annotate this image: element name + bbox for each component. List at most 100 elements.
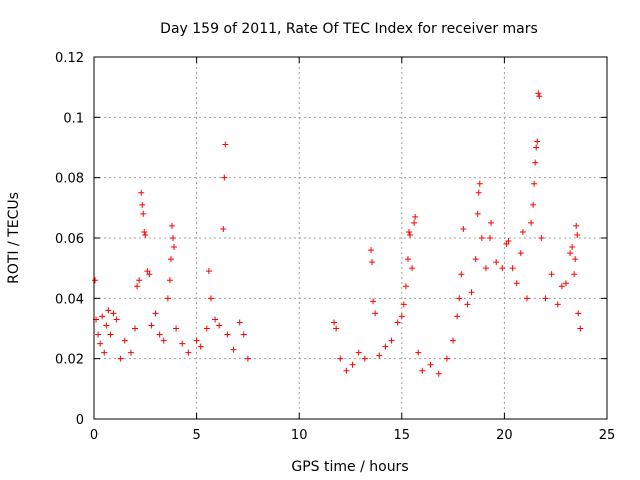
- data-point: [533, 144, 540, 151]
- data-point: [475, 189, 482, 196]
- data-point: [464, 301, 471, 308]
- data-point: [107, 331, 114, 338]
- data-point: [554, 301, 561, 308]
- data-point: [456, 295, 463, 302]
- data-point: [534, 138, 541, 145]
- data-point: [528, 219, 535, 226]
- data-point: [134, 283, 141, 290]
- data-point: [156, 331, 163, 338]
- data-point: [117, 355, 124, 362]
- data-point: [530, 201, 537, 208]
- data-point: [349, 361, 356, 368]
- data-point: [488, 219, 495, 226]
- y-tick-label: 0.06: [55, 232, 84, 247]
- data-point: [562, 280, 569, 287]
- data-point: [450, 337, 457, 344]
- data-point: [400, 301, 407, 308]
- data-point: [148, 322, 155, 329]
- data-point: [369, 259, 376, 266]
- axis-tick-labels: 0 5 10 15 20 25 0 0.02 0.04 0.06 0.08 0.1 0.12: [55, 51, 615, 443]
- data-point: [105, 307, 112, 314]
- data-point: [548, 271, 555, 278]
- data-point: [142, 231, 149, 238]
- axis-ticks: [93, 56, 608, 420]
- data-point: [487, 235, 494, 241]
- chart-title: Day 159 of 2011, Rate Of TEC Index for r…: [160, 21, 538, 37]
- x-tick-label: 15: [394, 428, 411, 443]
- data-points: [92, 90, 584, 377]
- data-point: [503, 241, 510, 248]
- x-tick-label: 25: [599, 428, 616, 443]
- y-tick-label: 0.04: [55, 292, 84, 307]
- data-point: [454, 313, 461, 320]
- y-tick-label: 0.08: [55, 172, 84, 187]
- data-point: [531, 180, 538, 187]
- data-point: [173, 325, 180, 332]
- data-point: [558, 283, 565, 290]
- y-tick-label: 0.1: [63, 111, 84, 126]
- y-tick-label: 0: [76, 413, 84, 428]
- data-point: [513, 280, 520, 287]
- data-point: [236, 319, 243, 326]
- data-point: [205, 268, 212, 275]
- data-point: [222, 141, 229, 148]
- data-point: [499, 265, 506, 272]
- data-point: [343, 367, 350, 374]
- data-point: [574, 231, 581, 238]
- data-point: [216, 322, 223, 329]
- data-point: [230, 346, 237, 353]
- data-point: [569, 244, 576, 251]
- data-point: [244, 355, 251, 362]
- data-point: [404, 256, 411, 263]
- data-point: [407, 231, 414, 238]
- data-point: [121, 337, 128, 344]
- data-point: [212, 316, 219, 323]
- data-point: [572, 256, 579, 263]
- data-point: [458, 271, 465, 278]
- data-point: [519, 228, 526, 235]
- data-point: [405, 228, 412, 235]
- data-point: [398, 313, 405, 320]
- data-point: [538, 235, 545, 241]
- data-point: [573, 222, 580, 229]
- data-point: [146, 271, 153, 278]
- data-point: [474, 210, 481, 217]
- x-axis-label: GPS time / hours: [291, 459, 408, 475]
- data-point: [575, 310, 582, 317]
- data-point: [376, 352, 383, 359]
- y-axis-label: ROTI / TECUs: [6, 192, 22, 284]
- data-point: [523, 295, 530, 302]
- data-point: [207, 295, 214, 302]
- data-point: [224, 331, 231, 338]
- data-point: [171, 244, 178, 251]
- data-point: [532, 159, 539, 166]
- data-point: [372, 310, 379, 317]
- data-point: [355, 349, 362, 356]
- y-tick-label: 0.12: [55, 51, 84, 66]
- data-point: [535, 90, 542, 97]
- data-point: [95, 331, 102, 338]
- data-point: [388, 337, 395, 344]
- data-point: [203, 325, 210, 332]
- data-point: [164, 295, 171, 302]
- data-point: [368, 247, 375, 254]
- data-point: [517, 250, 524, 257]
- data-point: [402, 283, 409, 290]
- x-tick-label: 20: [496, 428, 513, 443]
- data-point: [140, 210, 147, 217]
- data-point: [361, 355, 368, 362]
- data-point: [92, 277, 99, 284]
- x-tick-label: 0: [90, 428, 98, 443]
- data-point: [478, 235, 485, 241]
- data-point: [103, 322, 110, 329]
- data-point: [476, 180, 483, 187]
- data-point: [144, 268, 151, 275]
- data-point: [472, 256, 479, 263]
- data-point: [493, 259, 500, 266]
- data-point: [185, 349, 192, 356]
- data-point: [460, 225, 467, 232]
- data-point: [427, 361, 434, 368]
- data-point: [435, 370, 442, 377]
- data-point: [113, 316, 120, 323]
